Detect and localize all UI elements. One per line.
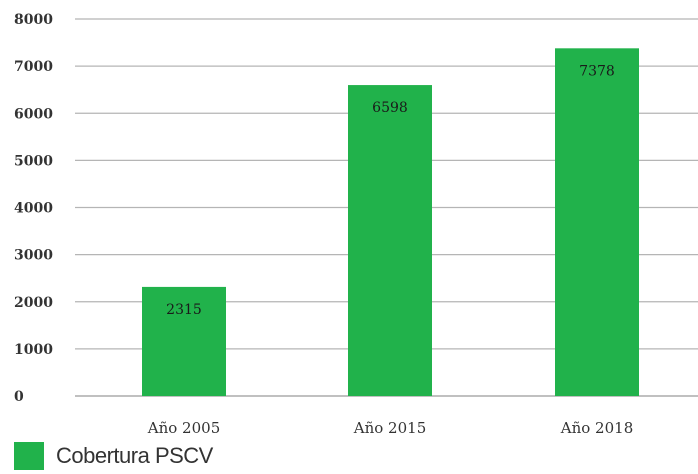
y-tick-label: 7000	[14, 59, 53, 75]
y-tick-label: 6000	[14, 106, 53, 122]
x-tick-label: Año 2015	[353, 419, 426, 437]
y-tick-label: 4000	[14, 201, 53, 217]
x-tick-label: Año 2005	[147, 419, 220, 437]
data-label: 7378	[579, 63, 615, 79]
bar	[142, 286, 226, 396]
y-tick-label: 1000	[14, 342, 53, 358]
y-tick-label: 5000	[14, 153, 53, 169]
legend: Cobertura PSCV	[14, 442, 213, 470]
y-tick-label: 3000	[14, 248, 53, 264]
legend-label: Cobertura PSCV	[56, 443, 213, 468]
y-tick-label: 2000	[14, 295, 53, 311]
x-tick-label: Año 2018	[560, 419, 633, 437]
y-tick-label: 8000	[14, 12, 53, 28]
data-label: 2315	[166, 302, 202, 318]
data-label: 6598	[372, 100, 408, 116]
legend-swatch	[14, 442, 44, 470]
bar	[555, 48, 639, 397]
bar	[348, 85, 432, 397]
y-tick-label: 0	[14, 389, 24, 405]
